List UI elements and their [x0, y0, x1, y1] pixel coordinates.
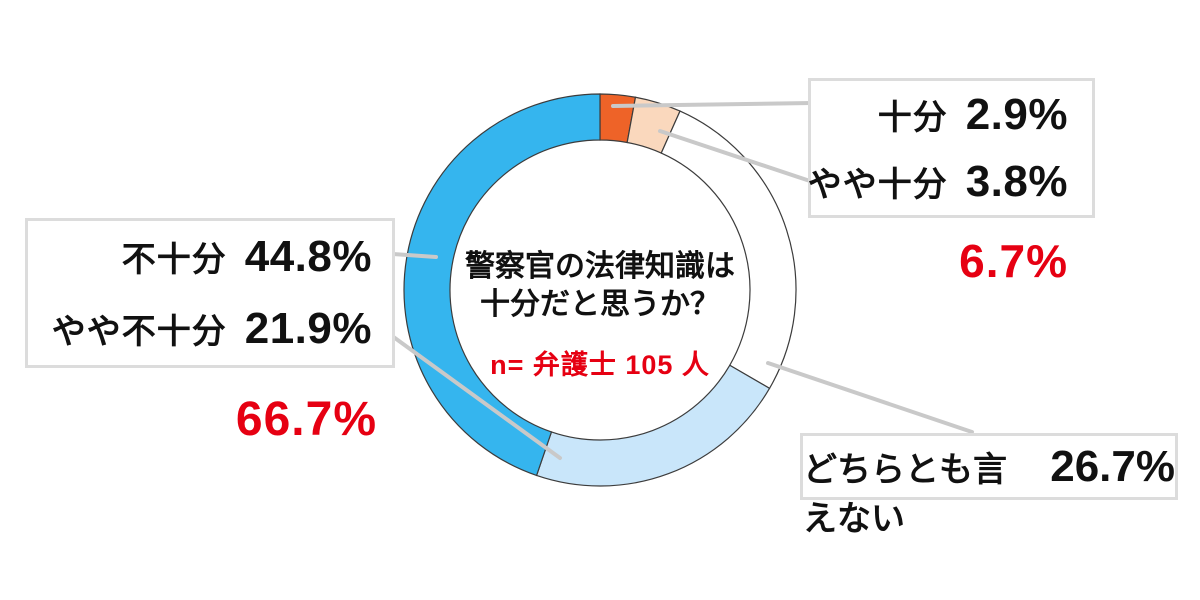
sample-size-note: n= 弁護士 105 人: [490, 350, 710, 380]
legend-row-somewhat-insufficient: やや不十分 21.9%: [38, 304, 372, 354]
chart-question: 警察官の法律知識は 十分だと思うか？ n= 弁護士 105 人: [440, 248, 760, 384]
label-box-insufficient: 不十分 44.8% やや不十分 21.9%: [25, 218, 395, 368]
legend-row-sufficient: 十分 2.9%: [821, 90, 1068, 140]
question-line2: 十分だと思うか？: [480, 288, 720, 321]
leader-line-1: [658, 129, 818, 185]
legend-value: 44.8%: [244, 232, 372, 281]
sufficient-group-total: 6.7%: [959, 235, 1068, 287]
legend-value: 26.7%: [1050, 442, 1175, 491]
legend-label: やや不十分: [51, 313, 227, 351]
legend-label: 十分: [877, 98, 948, 137]
question-line1: 警察官の法律知識は: [465, 250, 735, 283]
legend-label: 不十分: [121, 241, 227, 279]
leader-line-3: [386, 331, 562, 460]
legend-label: どちらとも言えない: [803, 451, 1007, 538]
label-box-neutral: どちらとも言えない 26.7%: [800, 433, 1178, 538]
legend-row-somewhat-sufficient: やや十分 3.8%: [808, 156, 1068, 207]
legend-value: 21.9%: [244, 304, 372, 353]
legend-value: 3.8%: [965, 156, 1068, 206]
label-box-sufficient: 十分 2.9% やや十分 3.8%: [808, 78, 1095, 218]
insufficient-group-total: 66.7%: [235, 393, 377, 446]
leader-line-0: [611, 101, 814, 108]
legend-row-insufficient: 不十分 44.8%: [38, 232, 372, 282]
legend-value: 2.9%: [965, 89, 1068, 139]
leader-line-4: [766, 361, 974, 434]
legend-label: やや十分: [807, 165, 948, 204]
leader-line-2: [391, 252, 438, 259]
